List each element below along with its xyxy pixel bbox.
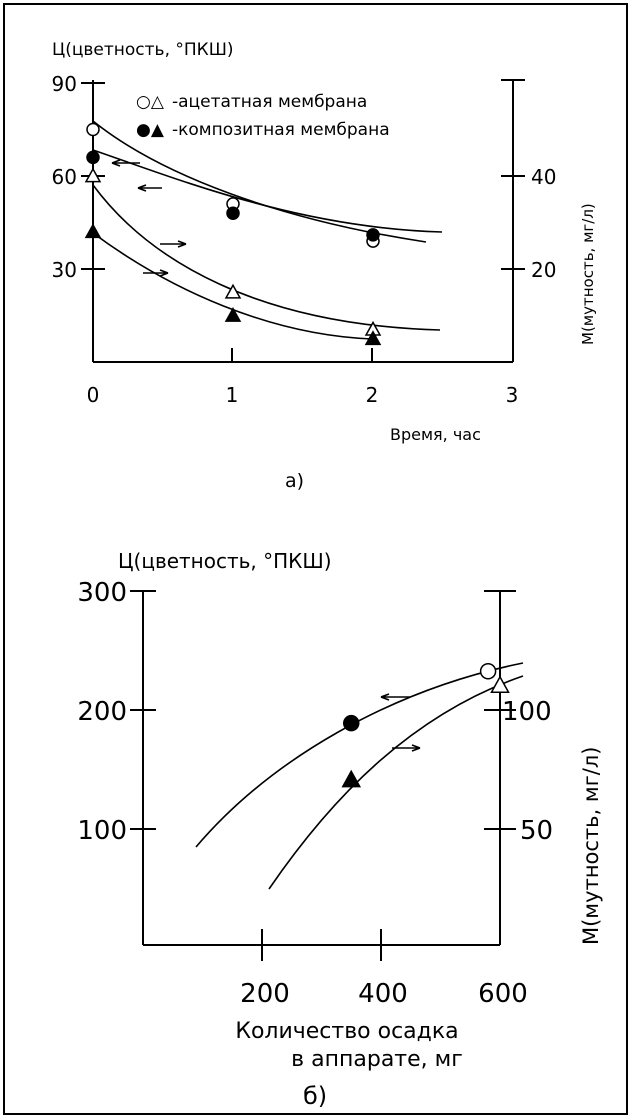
panel-b-label: б) [303, 1082, 327, 1110]
panel-b-y-left-label: Ц(цветность, °ПКШ) [118, 549, 332, 573]
panel-b-y-right-tick-label-100: 100 [502, 697, 552, 727]
panel-b-curves [195, 662, 524, 890]
panel-a-x-tick-label-2: 2 [366, 383, 379, 407]
panel-a-x-tick-label-1: 1 [226, 383, 239, 407]
panel-b-curve-turbidity [268, 675, 524, 890]
panel-a-curves [92, 120, 443, 340]
panel-b-y-right-tick-label-50: 50 [520, 816, 553, 846]
panel-a-legend-label-composite: -композитная мембрана [172, 120, 390, 140]
panel-b-y-right-ticks: 100 50 [484, 697, 553, 846]
panel-b-point-circle-filled-0 [343, 714, 360, 732]
panel-b-x-axis-label-line1: Количество осадка [235, 1019, 458, 1044]
panel-a-arrows [111, 159, 187, 277]
panel-b-x-tick-label-400: 400 [358, 979, 408, 1009]
panel-a-point-triangle-filled-1 [224, 306, 242, 322]
panel-a-point-circle-filled-1 [226, 206, 240, 220]
panel-b-point-circle-open-0 [479, 662, 497, 680]
panel-a-arrow-left-2 [137, 184, 162, 192]
panel-b-y-left-tick-label-100: 100 [77, 816, 127, 846]
figure-frame [3, 3, 628, 1115]
panel-a-y-left-tick-label-30: 30 [52, 258, 77, 282]
panel-a-point-circle-open-0 [86, 122, 100, 137]
panel-a-data-points [84, 122, 382, 346]
panel-a-point-circle-filled-2 [366, 228, 380, 242]
panel-b-x-axis-label-line2: в аппарате, мг [291, 1047, 463, 1072]
panel-a-y-left-label: Ц(цветность, °ПКШ) [52, 40, 234, 60]
panel-a: Ц(цветность, °ПКШ) 90 60 30 40 20 М(мутн… [52, 40, 597, 492]
panel-a-legend-symbols-acetate: ○△ [136, 92, 165, 112]
panel-a-arrow-right-1 [160, 240, 187, 248]
panel-a-x-axis-label: Время, час [390, 425, 481, 444]
panel-b-curve-color [195, 662, 524, 848]
panel-b-data-points [341, 662, 510, 788]
panel-a-x-tick-label-0: 0 [87, 383, 100, 407]
panel-a-y-right-tick-label-20: 20 [531, 258, 556, 282]
panel-b-arrow-left [380, 693, 410, 701]
panel-a-legend-label-acetate: -ацетатная мембрана [172, 92, 367, 112]
panel-a-curve-composite-turbidity [92, 232, 373, 340]
panel-b-point-triangle-filled-0 [341, 769, 362, 788]
panel-a-arrow-right-2 [143, 269, 169, 277]
panel-a-y-left-tick-label-60: 60 [52, 165, 77, 189]
panel-b-x-tick-label-200: 200 [240, 979, 290, 1009]
panel-a-x-tick-label-3: 3 [506, 383, 519, 407]
panel-a-y-right-ticks: 40 20 [501, 165, 556, 282]
panel-a-y-left-tick-label-90: 90 [52, 72, 77, 96]
panel-b-arrows [380, 693, 421, 752]
panel-b-y-left-tick-label-200: 200 [77, 697, 127, 727]
panel-a-point-triangle-open-0 [84, 167, 102, 183]
panel-b-x-tick-label-600: 600 [478, 979, 528, 1009]
panel-a-y-left-ticks: 90 60 30 [52, 72, 105, 282]
panel-a-x-ticks: 0 1 2 3 [87, 348, 519, 407]
panel-a-point-triangle-filled-2 [364, 330, 382, 346]
panel-a-label: а) [285, 470, 304, 492]
panel-a-point-triangle-open-1 [224, 283, 242, 299]
panel-a-point-triangle-filled-0 [84, 223, 102, 239]
panel-a-legend-symbols-composite: ●▲ [136, 120, 165, 140]
panel-a-y-right-tick-label-40: 40 [531, 165, 556, 189]
panel-a-point-circle-filled-0 [86, 150, 100, 165]
panel-a-legend: ○△ -ацетатная мембрана ●▲ -композитная м… [136, 92, 390, 140]
panel-a-arrow-left-1 [111, 159, 140, 167]
panel-b-y-left-tick-label-300: 300 [77, 578, 127, 608]
panel-b-y-left-ticks: 300 200 100 [77, 578, 156, 846]
panel-b-y-right-label: М(мутность, мг/л) [579, 747, 603, 945]
panel-b-arrow-right [392, 744, 421, 752]
panel-b-point-triangle-open-0 [490, 675, 510, 693]
panel-a-y-right-label: М(мутность, мг/л) [579, 203, 597, 345]
panel-b: Ц(цветность, °ПКШ) 300 200 100 100 50 М(… [77, 549, 603, 1110]
panel-b-x-ticks: 200 400 600 [240, 929, 528, 1009]
